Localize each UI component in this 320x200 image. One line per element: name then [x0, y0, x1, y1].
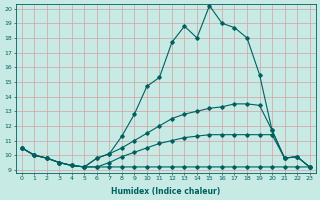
- X-axis label: Humidex (Indice chaleur): Humidex (Indice chaleur): [111, 187, 220, 196]
